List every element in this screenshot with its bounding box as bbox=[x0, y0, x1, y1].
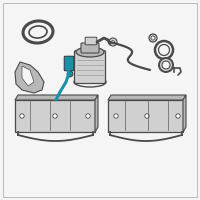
Circle shape bbox=[145, 114, 149, 118]
Circle shape bbox=[109, 38, 117, 46]
Ellipse shape bbox=[74, 77, 106, 87]
Circle shape bbox=[20, 114, 24, 118]
Ellipse shape bbox=[23, 21, 53, 43]
Ellipse shape bbox=[162, 61, 170, 69]
Polygon shape bbox=[22, 66, 34, 86]
Circle shape bbox=[114, 114, 118, 118]
FancyBboxPatch shape bbox=[81, 43, 99, 53]
Circle shape bbox=[149, 34, 157, 42]
Circle shape bbox=[112, 40, 114, 44]
FancyBboxPatch shape bbox=[64, 56, 74, 71]
Circle shape bbox=[151, 36, 155, 40]
FancyBboxPatch shape bbox=[74, 50, 106, 84]
Ellipse shape bbox=[29, 26, 47, 38]
Circle shape bbox=[53, 114, 57, 118]
Circle shape bbox=[50, 97, 60, 107]
Polygon shape bbox=[108, 95, 186, 100]
Polygon shape bbox=[15, 62, 44, 93]
Polygon shape bbox=[15, 95, 98, 100]
Polygon shape bbox=[183, 95, 186, 132]
Ellipse shape bbox=[158, 45, 170, 55]
Polygon shape bbox=[15, 100, 95, 132]
Ellipse shape bbox=[155, 41, 173, 59]
Polygon shape bbox=[108, 100, 183, 132]
Polygon shape bbox=[95, 95, 98, 132]
FancyBboxPatch shape bbox=[85, 37, 97, 45]
Ellipse shape bbox=[76, 47, 104, 57]
Circle shape bbox=[86, 114, 90, 118]
Circle shape bbox=[176, 114, 180, 118]
Circle shape bbox=[67, 71, 73, 77]
Ellipse shape bbox=[159, 58, 173, 72]
